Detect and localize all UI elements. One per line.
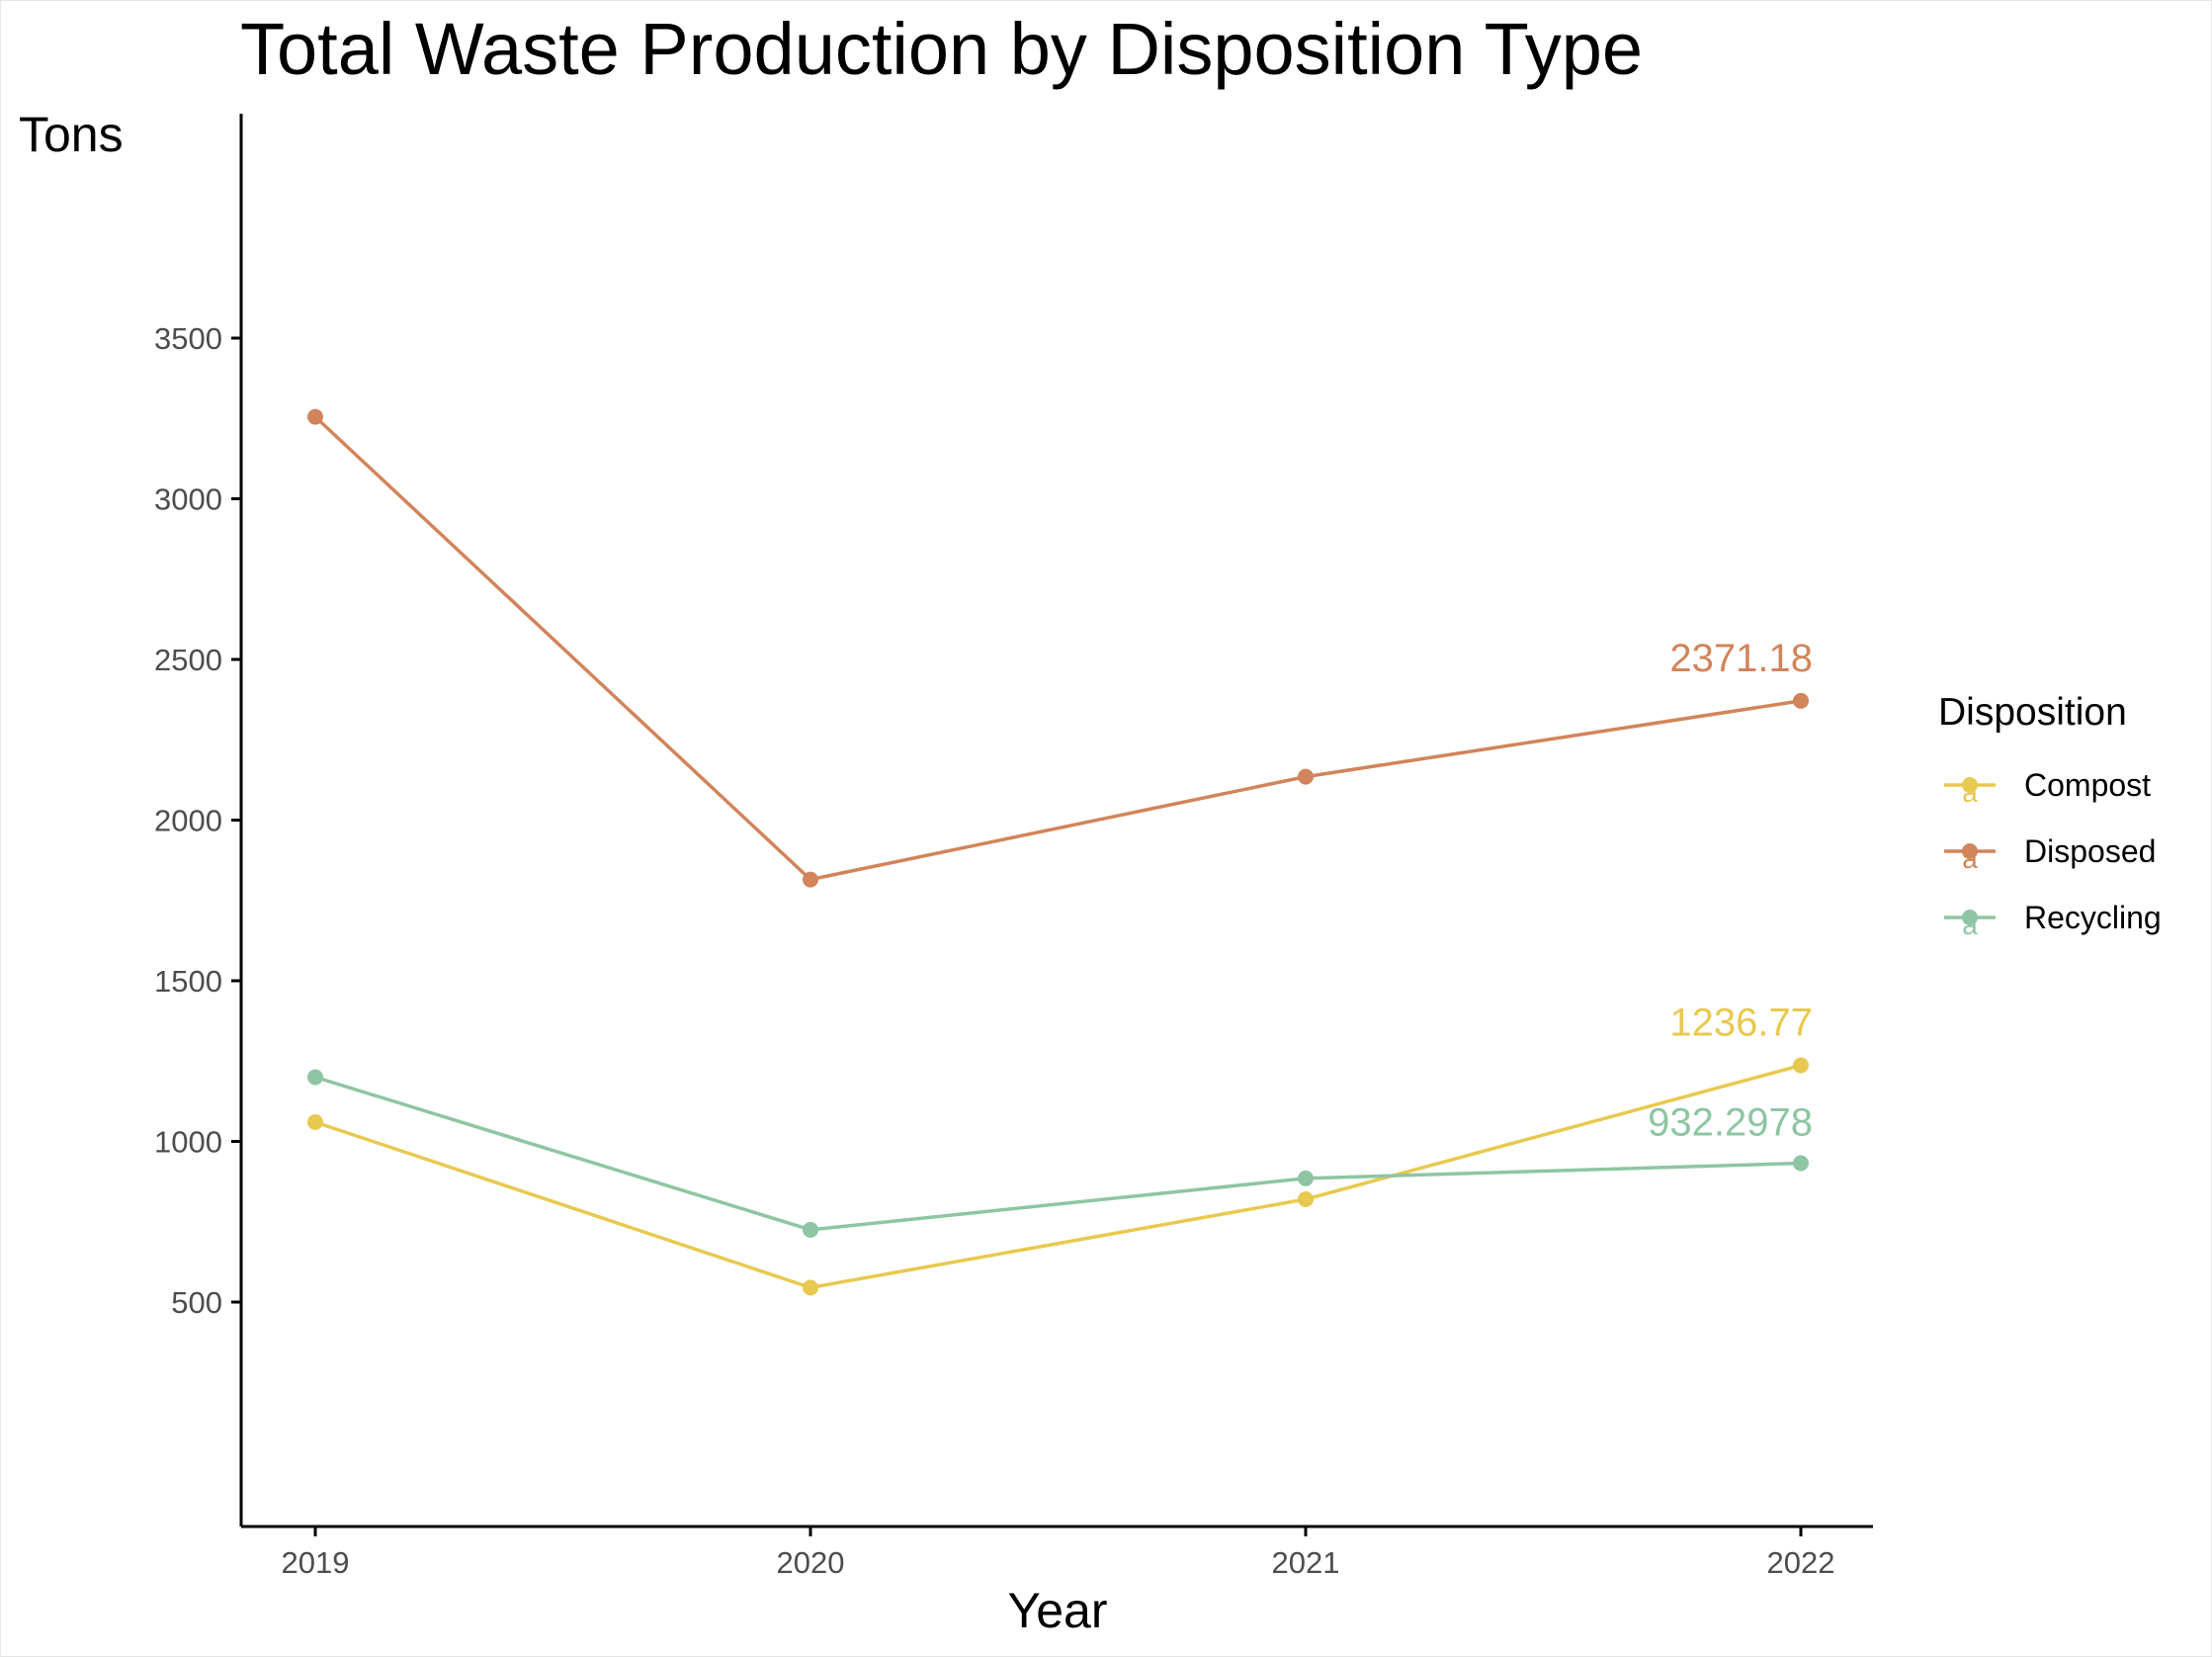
data-point-disposed [1298, 768, 1314, 785]
series-line-compost [313, 1063, 1803, 1290]
data-labels: 1236.77 2371.18 932.2978 [1648, 637, 1813, 1145]
legend-label: Disposed [2024, 833, 2156, 869]
data-label-recycling: 932.2978 [1648, 1101, 1813, 1145]
y-axis-ticks: 500 1000 1500 2000 2500 3000 3500 [154, 321, 241, 1320]
series-points [307, 408, 1809, 1296]
data-point-compost [307, 1114, 323, 1130]
legend-title: Disposition [1938, 691, 2127, 734]
data-point-recycling [803, 1221, 818, 1238]
x-axis-title: Year [1007, 1583, 1107, 1638]
x-axis-ticks: 2019 2020 2021 2022 [282, 1527, 1835, 1580]
data-point-disposed [307, 408, 323, 425]
legend-item-disposed: a Disposed [1944, 833, 2156, 874]
data-label-disposed: 2371.18 [1669, 637, 1813, 680]
y-tick-label: 3500 [154, 321, 222, 356]
legend-key-point [1962, 843, 1978, 859]
data-point-disposed [803, 871, 818, 888]
chart-title: Total Waste Production by Disposition Ty… [240, 8, 1643, 90]
data-point-compost [803, 1279, 818, 1296]
legend-item-recycling: a Recycling [1944, 900, 2162, 940]
series-lines [313, 414, 1803, 1290]
data-point-compost [1298, 1191, 1314, 1207]
data-point-compost [1793, 1057, 1809, 1074]
x-tick-label: 2022 [1767, 1545, 1835, 1580]
legend-key-glyph: a [1962, 910, 1978, 940]
legend-item-compost: a Compost [1944, 767, 2151, 808]
y-tick-label: 1000 [154, 1125, 222, 1160]
x-tick-label: 2020 [777, 1545, 845, 1580]
data-point-recycling [1793, 1155, 1809, 1172]
x-tick-label: 2021 [1272, 1545, 1340, 1580]
y-tick-label: 3000 [154, 482, 222, 517]
legend-key-point [1962, 777, 1978, 793]
legend-label: Compost [2024, 767, 2151, 803]
x-tick-label: 2019 [282, 1545, 350, 1580]
legend-key-glyph: a [1962, 777, 1978, 808]
y-axis-title: Tons [19, 107, 124, 162]
legend-items: a Compost a Disposed a Recycling [1944, 767, 2162, 940]
y-tick-label: 1500 [154, 964, 222, 999]
y-tick-label: 500 [171, 1285, 222, 1320]
y-tick-label: 2500 [154, 643, 222, 677]
legend: Disposition a Compost a Disposed a Recycling [1938, 691, 2162, 940]
y-tick-label: 2000 [154, 804, 222, 838]
legend-label: Recycling [2024, 900, 2162, 935]
data-point-disposed [1793, 692, 1809, 709]
legend-key-glyph: a [1962, 843, 1978, 874]
series-line-disposed [313, 414, 1803, 882]
data-point-recycling [1298, 1170, 1314, 1186]
legend-key-point [1962, 910, 1978, 925]
data-label-compost: 1236.77 [1669, 1002, 1813, 1045]
series-line-recycling [313, 1075, 1803, 1232]
data-point-recycling [307, 1069, 323, 1086]
